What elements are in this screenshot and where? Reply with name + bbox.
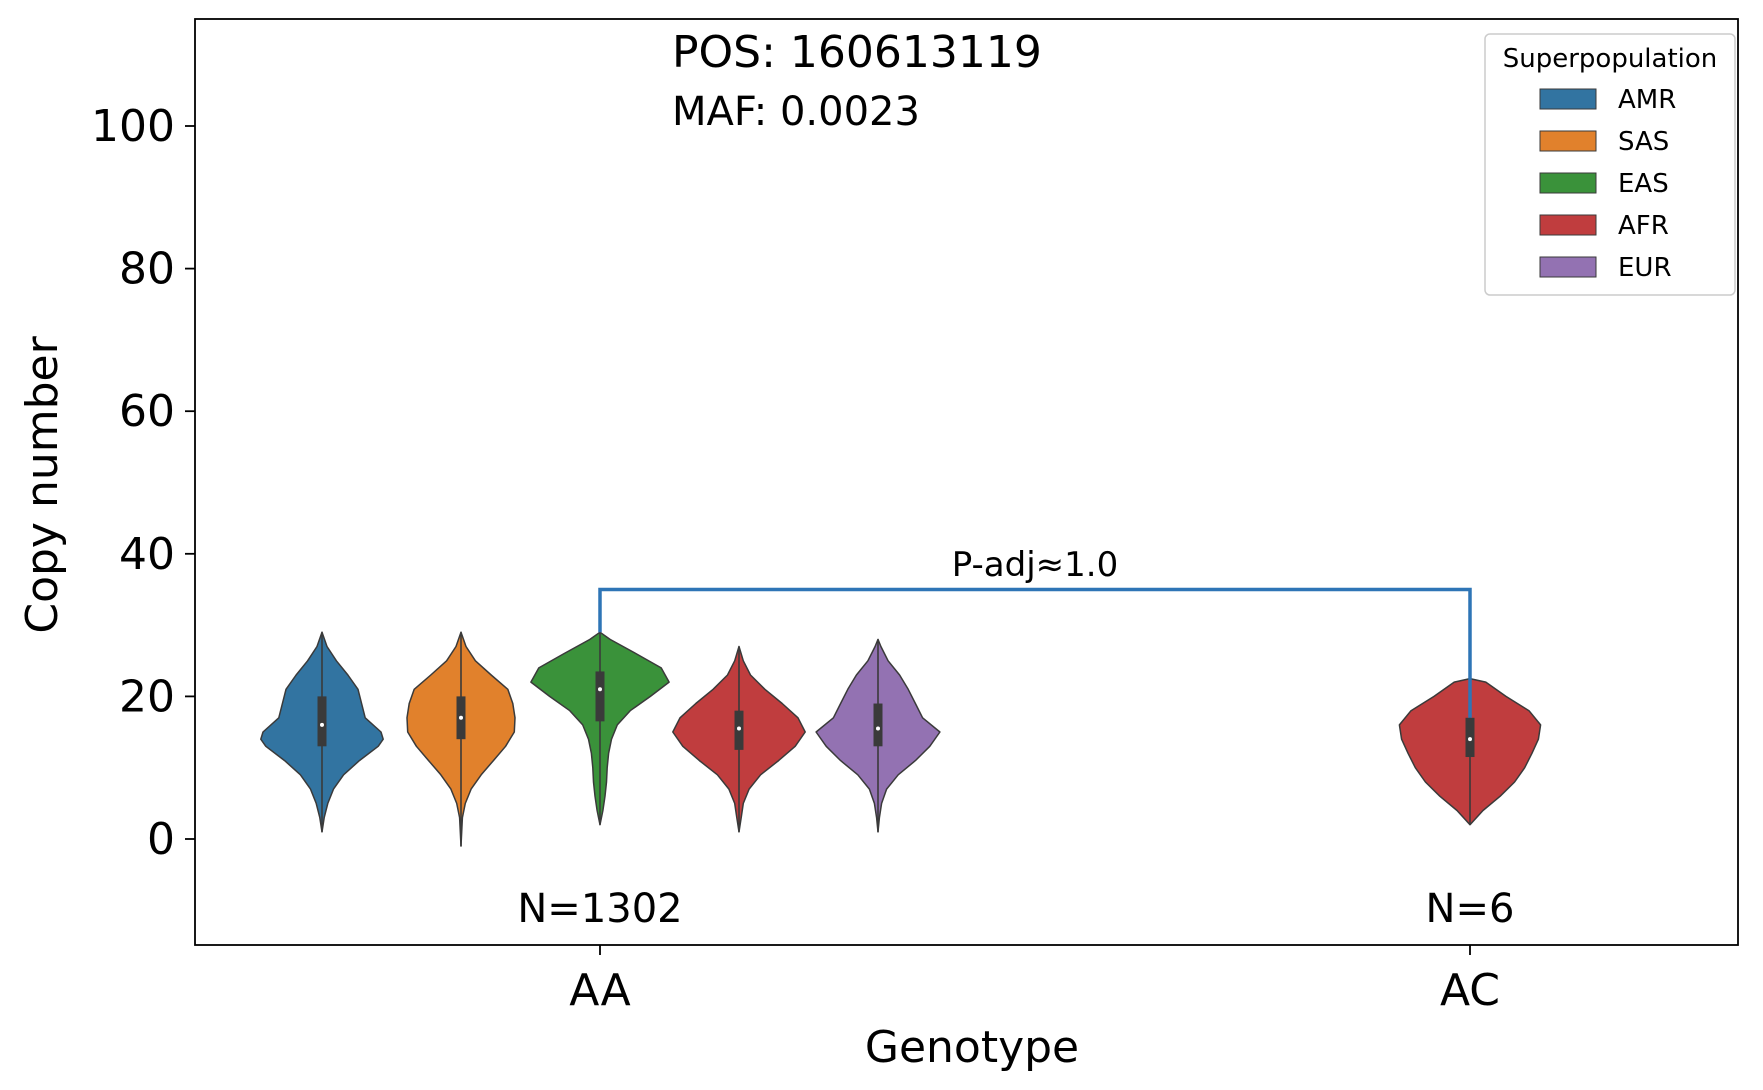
legend-items: AMR SAS EAS AFR EUR [1539,85,1676,283]
count-label-ac: N=6 [1426,886,1515,932]
violin-median [737,726,741,731]
y-axis-label: Copy number [17,335,68,633]
violin-median [1468,737,1472,742]
comparison-bracket [598,587,1472,718]
comparison-line [598,587,1472,718]
y-tick-label: 0 [147,814,175,865]
violin-median [320,722,324,727]
pvalue-annotation: P-adj≈1.0 [952,545,1118,585]
y-tick-label: 40 [119,529,175,580]
violin-iqr-box [317,696,327,747]
legend-label-eur: EUR [1618,253,1672,283]
x-axis-label: Genotype [865,1022,1079,1073]
legend-swatch-amr [1539,88,1597,110]
violin-iqr-box [873,703,883,747]
legend-label-amr: AMR [1618,85,1676,115]
violin-median [459,715,463,720]
legend-title: Superpopulation [1503,44,1718,74]
violins-layer [260,631,1542,847]
violin-median [598,687,602,692]
x-tick-label: AC [1440,965,1500,1016]
x-tick-label: AA [569,965,630,1016]
violin-median [876,726,880,731]
plot-frame [194,18,1739,946]
x-axis: AA AC [569,945,1500,1016]
legend-label-eas: EAS [1618,169,1669,199]
y-tick-label: 80 [119,244,175,295]
legend-label-sas: SAS [1618,127,1669,157]
legend-label-afr: AFR [1618,211,1669,241]
legend-swatch-sas [1539,130,1597,152]
legend-swatch-eas [1539,172,1597,194]
y-tick-label: 100 [91,101,175,152]
y-tick-label: 20 [119,671,175,722]
legend-swatch-eur [1539,256,1597,278]
legend-swatch-afr [1539,214,1597,236]
violin-iqr-box [595,671,605,722]
pos-annotation: POS: 160613119 [672,27,1042,78]
y-tick-label: 60 [119,386,175,437]
count-label-aa: N=1302 [517,886,682,932]
maf-annotation: MAF: 0.0023 [672,89,920,135]
y-axis: 0 20 40 60 80 100 [91,101,195,865]
legend: Superpopulation AMR SAS EAS AFR EUR [1484,33,1736,296]
